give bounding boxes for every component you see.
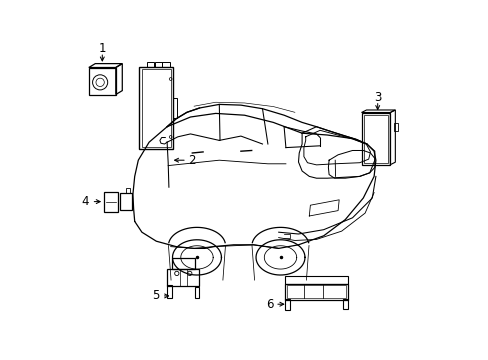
Bar [120, 193, 132, 210]
Bar [142, 69, 170, 147]
Bar [162, 63, 170, 67]
Text: 3: 3 [373, 91, 381, 104]
Bar [361, 112, 389, 165]
Bar [285, 276, 347, 284]
Text: 4: 4 [81, 195, 89, 208]
Bar [342, 299, 347, 309]
Bar [146, 63, 154, 67]
Bar [104, 192, 118, 211]
Bar [285, 284, 347, 300]
Bar [139, 67, 173, 149]
Text: 5: 5 [152, 289, 160, 302]
Bar [167, 285, 172, 298]
Bar [393, 123, 397, 131]
Bar [286, 285, 346, 298]
Text: 1: 1 [99, 42, 106, 55]
Bar [173, 98, 177, 118]
Bar [154, 63, 162, 67]
Bar [194, 287, 199, 298]
Text: 2: 2 [188, 154, 196, 167]
Bar [167, 269, 199, 286]
Bar [89, 68, 116, 94]
Bar [285, 299, 289, 310]
Bar [363, 114, 387, 163]
Bar [126, 188, 130, 193]
Bar [172, 258, 194, 269]
Text: 6: 6 [265, 298, 273, 311]
